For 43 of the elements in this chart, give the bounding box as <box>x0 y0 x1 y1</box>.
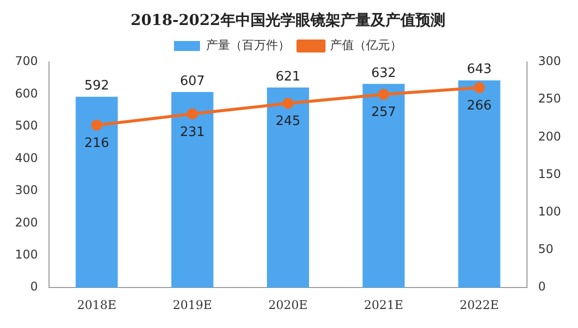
y2-tick-label: 200 <box>538 129 561 144</box>
y-tick-label: 100 <box>15 247 38 262</box>
y-tick-label: 500 <box>15 118 38 133</box>
x-tick-label: 2020E <box>268 298 308 312</box>
y-tick-label: 700 <box>15 54 38 68</box>
point <box>282 98 294 109</box>
x-tick-label: 2019E <box>172 298 212 312</box>
data-label: 607 <box>180 74 205 89</box>
data-label: 621 <box>276 69 300 84</box>
bar <box>76 96 118 288</box>
legend-label: 产值（亿元） <box>330 38 402 52</box>
y-tick-label: 0 <box>30 280 38 294</box>
data-label: 592 <box>84 78 110 94</box>
y2-tick-label: 0 <box>538 280 546 294</box>
x-tick-label: 2021E <box>364 298 404 312</box>
y2-tick-label: 50 <box>538 242 554 256</box>
bar <box>362 84 405 288</box>
legend-label: 产量（百万件） <box>206 38 290 52</box>
bar <box>458 80 500 288</box>
x-tick-label: 2022E <box>460 298 499 312</box>
point <box>378 88 390 100</box>
data-label: 257 <box>371 105 396 120</box>
point <box>186 108 198 120</box>
x-tick-label: 2018E <box>77 298 116 312</box>
y2-tick-label: 100 <box>538 204 561 219</box>
y-tick-label: 600 <box>15 86 38 100</box>
y2-tick-label: 150 <box>538 166 561 181</box>
bar <box>171 92 214 288</box>
data-label: 266 <box>466 98 492 114</box>
y-tick-label: 300 <box>15 183 38 198</box>
y2-tick-label: 300 <box>538 54 561 68</box>
y2-tick-label: 250 <box>538 92 561 106</box>
data-label: 216 <box>84 136 110 152</box>
data-label: 632 <box>371 66 396 81</box>
point <box>474 82 485 94</box>
y-tick-label: 400 <box>15 150 38 165</box>
chart-title: 2018-2022年中国光学眼镜架产量及产值预测 <box>130 10 446 29</box>
data-label: 231 <box>180 124 205 140</box>
data-label: 245 <box>276 114 300 130</box>
y-tick-label: 200 <box>15 215 38 230</box>
bar <box>266 87 310 288</box>
data-label: 643 <box>466 62 492 78</box>
point <box>91 120 102 131</box>
